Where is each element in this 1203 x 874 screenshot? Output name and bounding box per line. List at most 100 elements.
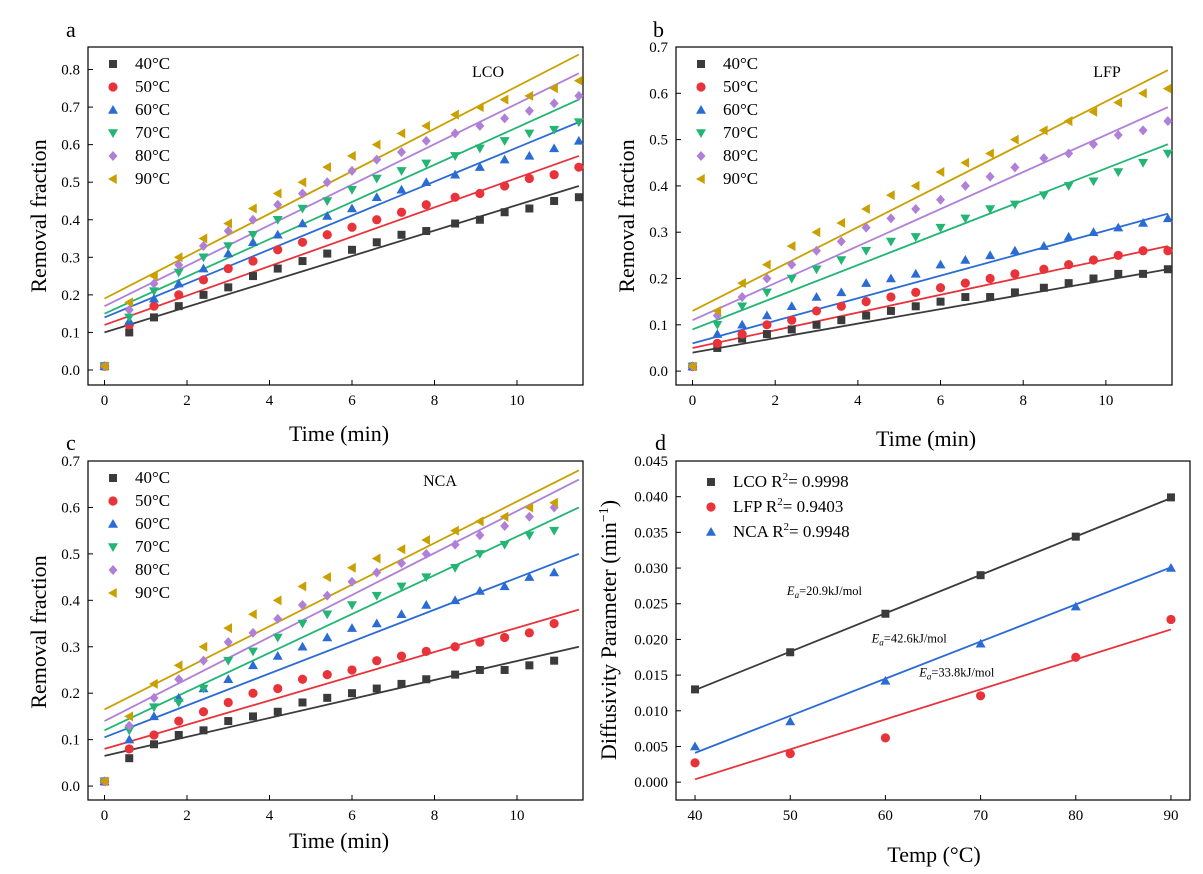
fit-line-40C bbox=[104, 185, 580, 334]
data-point bbox=[886, 292, 896, 302]
data-point bbox=[372, 215, 382, 225]
data-point bbox=[549, 618, 559, 629]
data-point bbox=[273, 683, 283, 694]
legend-entry: 40°C bbox=[723, 54, 758, 73]
legend-entry: 90°C bbox=[135, 169, 170, 188]
data-point bbox=[223, 242, 234, 252]
data-point bbox=[712, 338, 722, 348]
data-point bbox=[174, 674, 184, 685]
fit-line-80C bbox=[104, 478, 580, 722]
data-point bbox=[371, 174, 382, 184]
data-point bbox=[149, 703, 159, 713]
y-axis-label: Removal fraction bbox=[26, 555, 51, 708]
data-point bbox=[935, 167, 945, 178]
data-point bbox=[787, 325, 796, 334]
data-point bbox=[322, 177, 332, 188]
material-annotation: LFP bbox=[1093, 64, 1121, 81]
data-point bbox=[397, 558, 406, 569]
data-point bbox=[811, 306, 822, 316]
data-point bbox=[372, 656, 382, 666]
legend-marker bbox=[108, 82, 118, 92]
data-point bbox=[474, 516, 484, 527]
data-point bbox=[124, 297, 133, 308]
data-point bbox=[199, 241, 208, 252]
data-point bbox=[550, 196, 559, 205]
data-point bbox=[297, 641, 308, 651]
data-point bbox=[549, 497, 558, 508]
data-point bbox=[910, 180, 920, 191]
data-point bbox=[450, 128, 460, 139]
data-point bbox=[524, 502, 534, 513]
y-tick-label: 0.4 bbox=[61, 213, 80, 229]
plot-frame bbox=[87, 46, 584, 386]
data-point bbox=[396, 128, 406, 139]
x-axis-label: Time (min) bbox=[289, 421, 389, 446]
y-tick-label: 0.045 bbox=[634, 454, 668, 470]
y-tick-label: 0.6 bbox=[61, 500, 80, 516]
data-point bbox=[248, 231, 258, 240]
legend-marker bbox=[109, 474, 117, 482]
data-point bbox=[421, 599, 432, 609]
data-point bbox=[248, 688, 258, 698]
data-point bbox=[223, 226, 233, 237]
data-point bbox=[223, 637, 233, 648]
y-tick-label: 0.6 bbox=[649, 86, 668, 102]
data-point bbox=[1165, 563, 1176, 572]
legend-marker bbox=[108, 519, 118, 528]
data-point bbox=[1063, 231, 1074, 241]
data-point bbox=[298, 698, 307, 707]
data-point bbox=[199, 726, 208, 735]
data-point bbox=[198, 684, 209, 694]
data-point bbox=[347, 185, 357, 195]
data-point bbox=[1114, 269, 1123, 278]
data-point bbox=[1138, 217, 1149, 227]
data-point bbox=[549, 170, 559, 180]
data-point bbox=[786, 274, 797, 284]
x-axis-label: Temp (°C) bbox=[887, 842, 980, 867]
data-point bbox=[323, 693, 332, 702]
y-tick-label: 0.3 bbox=[61, 640, 80, 656]
data-point bbox=[371, 591, 382, 601]
data-point bbox=[500, 113, 510, 124]
panel-c: c 0 2 4 6 8 10 0.0 0.1 0.2 0.3 0.4 0.5 0.6 0.7 Time (mi… bbox=[26, 430, 584, 853]
data-point bbox=[297, 619, 308, 629]
panel-b: b 0 2 4 6 8 10 0.0 0.1 0.2 0.3 0.4 0.5 0.6 0.7 Time (mi… bbox=[614, 17, 1173, 451]
data-point bbox=[198, 641, 208, 652]
data-point bbox=[174, 716, 184, 726]
data-point bbox=[397, 230, 406, 239]
x-tick-label: 10 bbox=[510, 808, 525, 824]
data-point bbox=[574, 193, 583, 202]
y-tick-label: 0.6 bbox=[61, 138, 80, 154]
data-point bbox=[372, 238, 381, 247]
y-tick-label: 0.010 bbox=[634, 704, 668, 720]
data-point bbox=[935, 283, 946, 293]
data-point bbox=[347, 222, 357, 232]
data-point bbox=[761, 310, 772, 320]
data-point bbox=[861, 246, 872, 256]
data-point bbox=[174, 302, 183, 311]
data-point bbox=[396, 184, 407, 194]
data-point bbox=[322, 610, 333, 620]
data-point bbox=[935, 223, 946, 233]
data-point bbox=[475, 637, 485, 647]
data-point bbox=[297, 581, 307, 592]
data-point bbox=[272, 633, 283, 643]
legend-marker bbox=[706, 527, 716, 536]
data-point bbox=[124, 726, 135, 736]
legend-entry: 60°C bbox=[723, 100, 758, 119]
data-point bbox=[524, 511, 534, 522]
data-point bbox=[1088, 227, 1099, 236]
x-tick-label: 0 bbox=[101, 808, 109, 824]
y-tick-label: 0.8 bbox=[61, 63, 80, 79]
legend-entry: 50°C bbox=[135, 491, 170, 510]
data-point bbox=[786, 648, 795, 657]
data-point bbox=[935, 259, 946, 269]
data-point bbox=[985, 250, 996, 260]
data-point bbox=[421, 573, 432, 583]
data-point bbox=[525, 204, 534, 213]
data-point bbox=[396, 167, 407, 176]
data-point bbox=[347, 562, 356, 573]
data-point bbox=[150, 313, 158, 322]
data-point bbox=[975, 691, 986, 701]
data-point bbox=[451, 219, 460, 228]
